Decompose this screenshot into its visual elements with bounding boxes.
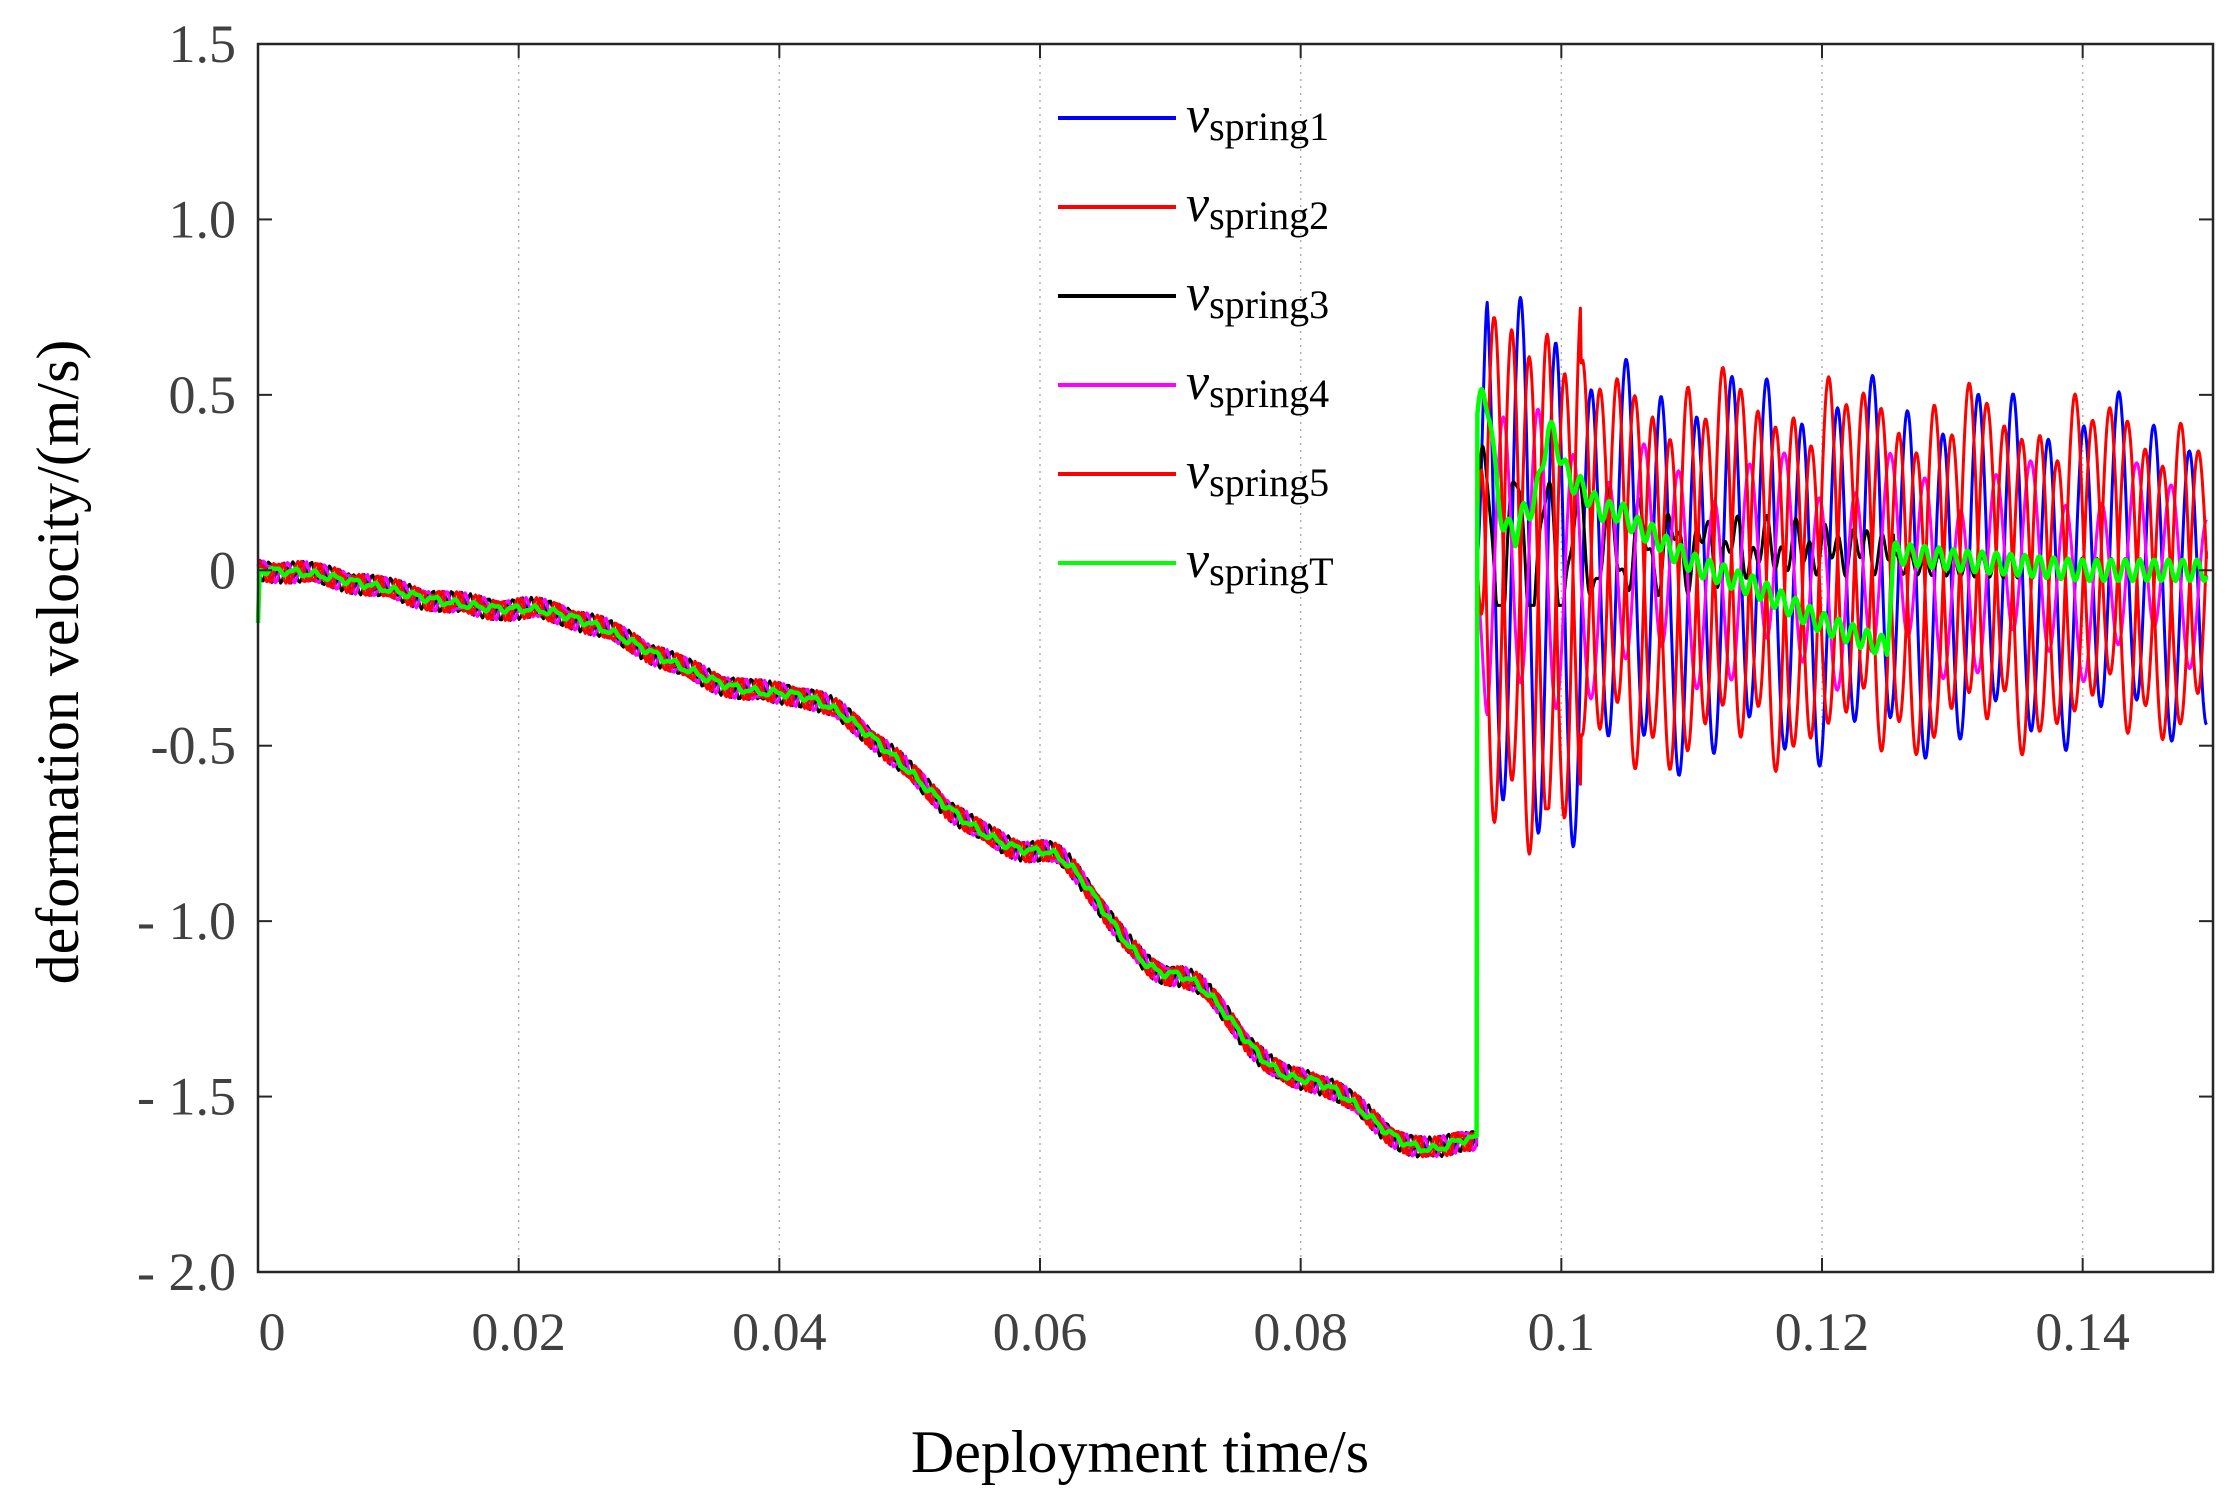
grid-lines bbox=[517, 44, 2084, 1272]
x-axis-label: Deployment time/s bbox=[911, 1419, 1369, 1485]
x-tick-label-1: 0.02 bbox=[471, 1302, 566, 1362]
x-tick-label-5: 0.1 bbox=[1528, 1302, 1596, 1362]
y-tick-label-0: 1.5 bbox=[169, 14, 237, 74]
series-line-springT bbox=[255, 386, 2209, 1154]
x-tick-label-6: 0.12 bbox=[1775, 1302, 1870, 1362]
y-axis-label: deformation velocity/(m/s) bbox=[25, 340, 91, 985]
y-tick-label-5: - 1.0 bbox=[137, 891, 236, 951]
x-tick-label-4: 0.08 bbox=[1253, 1302, 1348, 1362]
y-tick-label-7: - 2.0 bbox=[137, 1242, 236, 1302]
series-line-spring5 bbox=[257, 316, 2208, 1158]
legend-label-spring2: vspring2 bbox=[1186, 176, 1329, 238]
x-tick-label-0: 0 bbox=[259, 1302, 286, 1362]
y-tick-label-4: -0.5 bbox=[151, 716, 236, 776]
plot-frame bbox=[256, 42, 2215, 1274]
x-tick-label-7: 0.14 bbox=[2035, 1302, 2130, 1362]
y-tick-label-3: 0 bbox=[209, 540, 236, 600]
legend-label-spring1: vspring1 bbox=[1186, 87, 1329, 149]
legend-label-springT: vspringT bbox=[1186, 532, 1334, 594]
axis-ticks: 0 0.02 0.04 0.06 0.08 0.1 0.12 0.14 1.5 1.0 0.5 0 -0… bbox=[137, 14, 2213, 1362]
legend: vspring1 vspring2 vspring3 vspring4 vspring5… bbox=[1058, 87, 1334, 594]
x-tick-label-2: 0.04 bbox=[732, 1302, 827, 1362]
legend-label-spring5: vspring5 bbox=[1186, 443, 1329, 505]
x-tick-label-3: 0.06 bbox=[993, 1302, 1088, 1362]
legend-label-spring3: vspring3 bbox=[1186, 265, 1329, 327]
legend-label-spring4: vspring4 bbox=[1186, 354, 1329, 416]
y-tick-label-1: 1.0 bbox=[169, 189, 237, 249]
y-tick-label-6: - 1.5 bbox=[137, 1067, 236, 1127]
series-layer bbox=[255, 296, 2209, 1159]
y-tick-label-2: 0.5 bbox=[169, 365, 237, 425]
